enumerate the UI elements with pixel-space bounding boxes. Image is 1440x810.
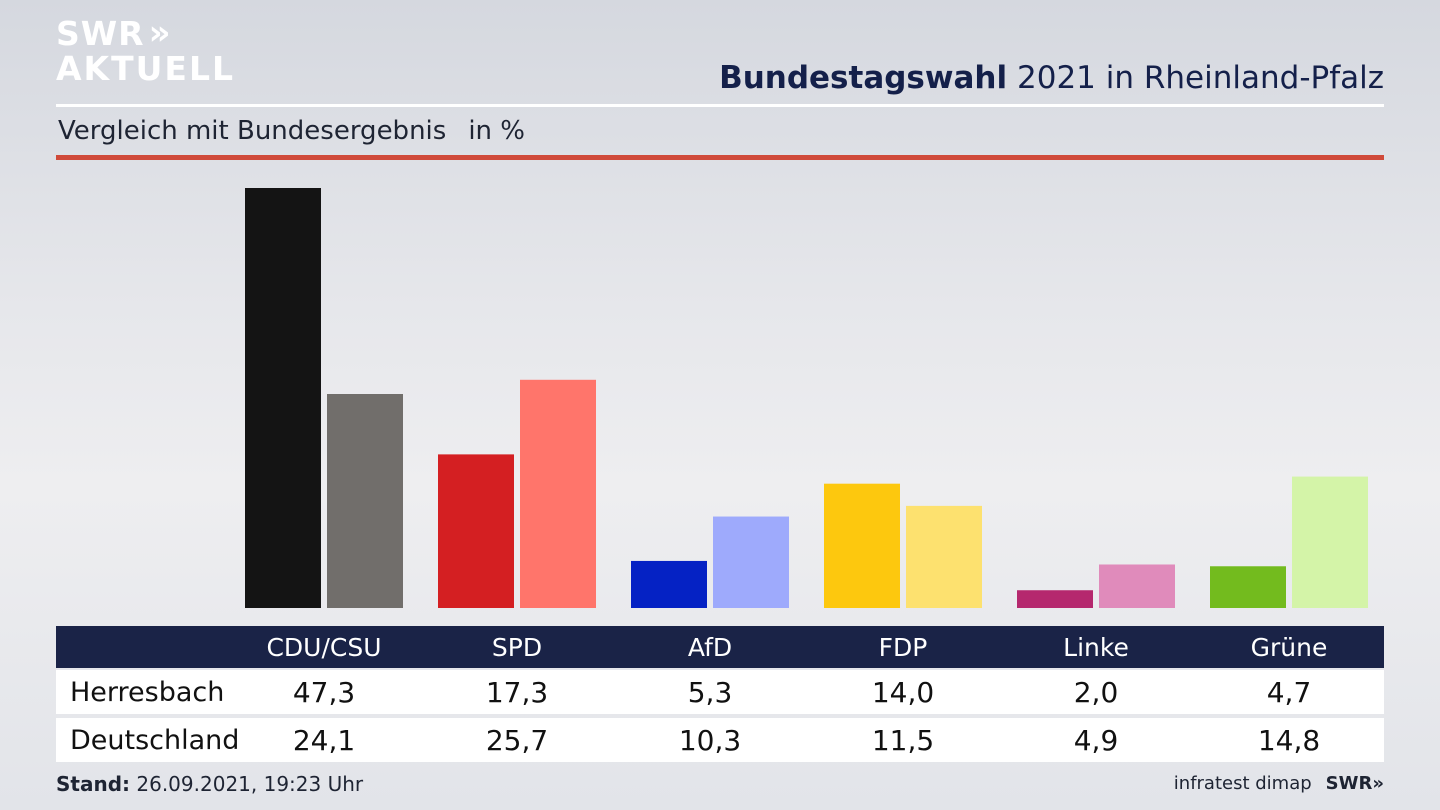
column-header-fdp: FDP xyxy=(878,632,928,662)
chart-title: Bundestagswahl 2021 in Rheinland-Pfalz xyxy=(719,60,1384,96)
swr-brand-mark: SWR» xyxy=(1326,773,1384,794)
bar-gr-ne-deutschland xyxy=(1292,476,1368,608)
table-header-row: CDU/CSU SPD AfD FDP Linke Grüne xyxy=(56,626,1384,668)
column-header-spd: SPD xyxy=(491,632,543,662)
value-cell-gr-ne: 4,7 xyxy=(1266,675,1312,709)
bar-afd-deutschland xyxy=(713,516,789,608)
bar-spd-deutschland xyxy=(520,379,596,608)
value-cell-cdu-csu: 24,1 xyxy=(292,723,356,757)
table-row-deutschland: Deutschland 24,1 25,7 10,3 11,5 4,9 14,8 xyxy=(56,718,1384,762)
bar-cdu-csu-deutschland xyxy=(327,394,403,608)
subtitle-divider xyxy=(56,155,1384,160)
value-cell-afd: 5,3 xyxy=(687,675,733,709)
logo-aktuell-text: AKTUELL xyxy=(56,49,236,88)
stand-timestamp: Stand: 26.09.2021, 19:23 Uhr xyxy=(56,772,363,796)
subtitle-unit: in % xyxy=(468,116,525,146)
results-table: CDU/CSU SPD AfD FDP Linke Grüne Herresbach 47… xyxy=(56,626,1384,762)
value-cell-fdp: 11,5 xyxy=(871,723,935,757)
bar-linke-herresbach xyxy=(1017,590,1093,608)
table-row-herresbach: Herresbach 47,3 17,3 5,3 14,0 2,0 4,7 xyxy=(56,670,1384,714)
bar-fdp-herresbach xyxy=(824,483,900,608)
bar-chart xyxy=(245,188,1368,608)
bar-afd-herresbach xyxy=(631,560,707,608)
title-bold: Bundestagswahl xyxy=(719,60,1008,96)
bar-linke-deutschland xyxy=(1099,564,1175,608)
value-cell-cdu-csu: 47,3 xyxy=(292,675,356,709)
value-cell-gr-ne: 14,8 xyxy=(1257,723,1321,757)
column-header-afd: AfD xyxy=(687,632,733,662)
source-text: infratest dimap xyxy=(1173,773,1312,794)
value-cell-spd: 25,7 xyxy=(485,723,549,757)
column-header-linke: Linke xyxy=(1063,632,1129,662)
stand-value: 26.09.2021, 19:23 Uhr xyxy=(136,772,364,796)
stand-label: Stand: xyxy=(56,772,131,796)
swr-chevron-icon: » xyxy=(1372,773,1384,794)
title-divider xyxy=(56,104,1384,107)
logo-swr-text: SWR xyxy=(56,13,145,53)
row-label-deutschland: Deutschland xyxy=(70,724,240,756)
bar-fdp-deutschland xyxy=(906,505,982,608)
row-label-herresbach: Herresbach xyxy=(70,676,225,708)
bar-gr-ne-herresbach xyxy=(1210,566,1286,608)
column-header-gr-ne: Grüne xyxy=(1250,632,1328,662)
title-rest: 2021 in Rheinland-Pfalz xyxy=(1017,60,1384,96)
column-header-cdu-csu: CDU/CSU xyxy=(266,632,382,662)
subtitle-text: Vergleich mit Bundesergebnis xyxy=(58,116,447,146)
swr-aktuell-logo: SWR » AKTUELL xyxy=(56,16,235,85)
bar-cdu-csu-herresbach xyxy=(245,188,321,608)
value-cell-linke: 2,0 xyxy=(1073,675,1119,709)
value-cell-linke: 4,9 xyxy=(1073,723,1119,757)
chart-subtitle: Vergleich mit Bundesergebnis in % xyxy=(58,116,525,146)
value-cell-fdp: 14,0 xyxy=(871,675,935,709)
value-cell-spd: 17,3 xyxy=(485,675,549,709)
swr-brand-text: SWR xyxy=(1325,773,1373,794)
bar-spd-herresbach xyxy=(438,454,514,608)
value-cell-afd: 10,3 xyxy=(678,723,742,757)
source-credit: infratest dimap SWR» xyxy=(1174,773,1384,794)
